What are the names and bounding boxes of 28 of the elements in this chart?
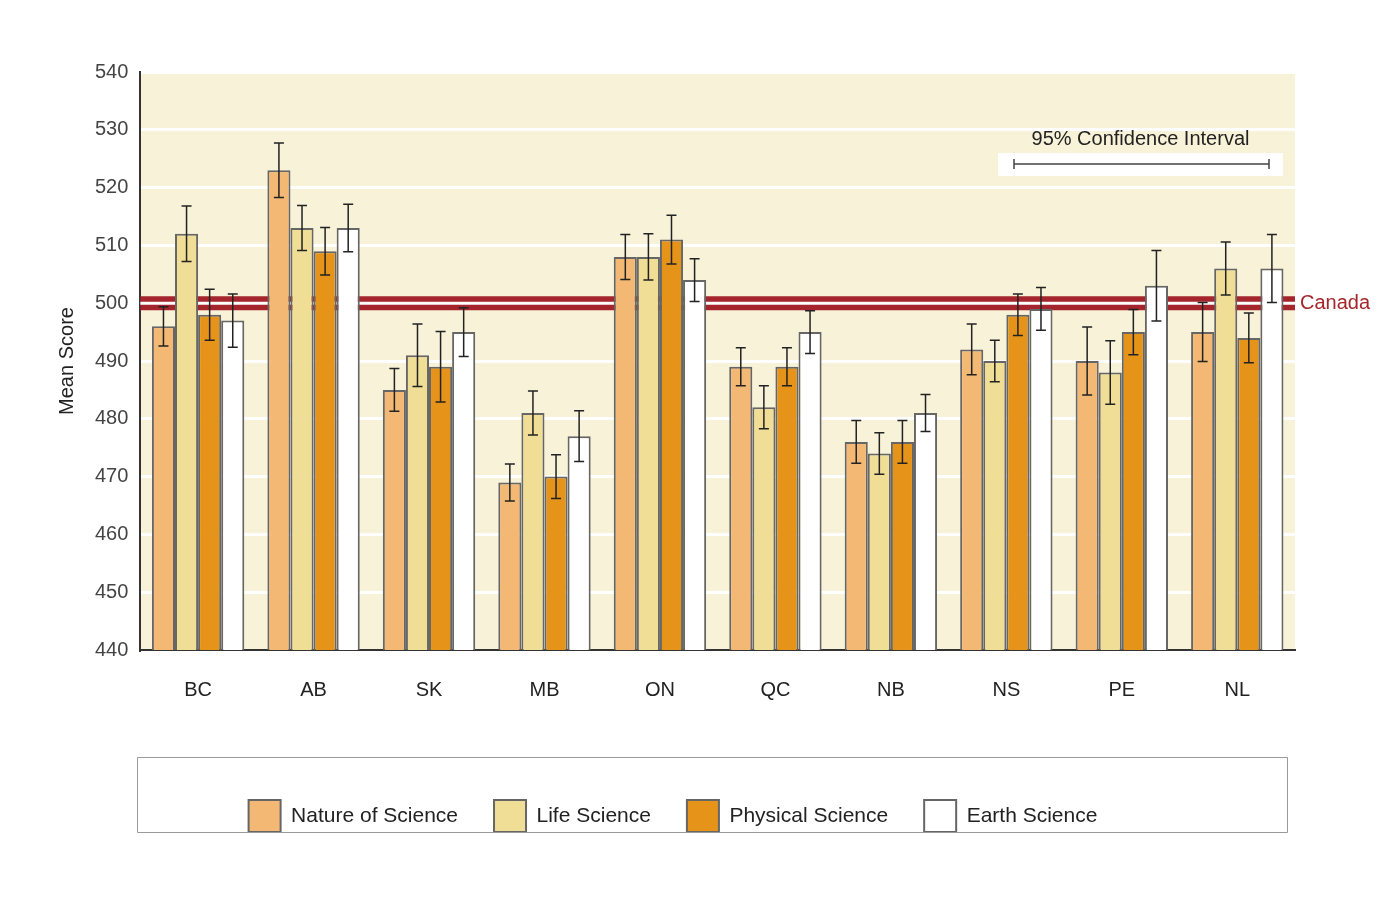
x-tick-label: NB [876,677,905,700]
x-tick-label: BC [184,677,212,700]
x-tick-label: SK [415,677,444,700]
x-tick-label: NS [992,677,1021,700]
y-tick-label: 440 [94,637,129,660]
legend-label: Life Science [536,802,651,826]
x-tick-label: ON [644,677,675,700]
annotation: 95% Confidence Interval [1030,127,1251,150]
x-tick-label: QC [760,677,791,700]
x-tick-label: MB [529,677,560,700]
y-axis-title: Mean Score [54,307,77,415]
y-tick-label: 540 [94,59,129,82]
ref-line-label: Canada [1300,290,1371,313]
legend-label: Physical Science [729,802,889,826]
y-tick-label: 480 [94,406,129,429]
y-tick-label: 460 [94,521,129,544]
legend-label: Earth Science [966,802,1098,826]
y-tick-label: 470 [94,464,129,487]
x-tick-label: NL [1224,677,1251,700]
y-tick-label: 510 [94,232,129,255]
y-tick-label: 530 [94,117,129,140]
y-tick-label: 520 [94,175,129,198]
legend-label: Nature of Science [291,802,459,826]
y-tick-label: 490 [94,348,129,371]
x-tick-label: AB [300,677,327,700]
x-tick-label: PE [1108,677,1136,700]
y-tick-label: 500 [94,290,129,313]
y-tick-label: 450 [94,579,129,602]
